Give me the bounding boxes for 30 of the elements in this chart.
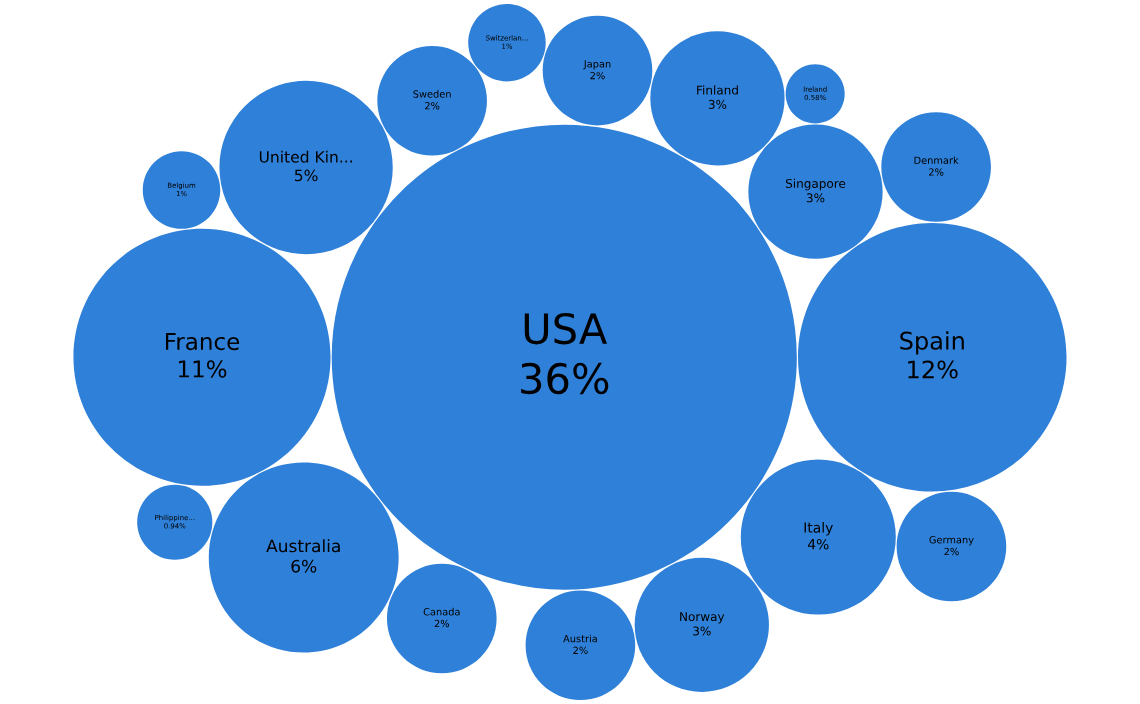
category-label: United Kin...	[259, 150, 352, 163]
category-label: Sweden	[413, 90, 451, 98]
category-label: Japan	[583, 60, 611, 70]
data-label: 5%	[294, 169, 318, 182]
data-label: 3%	[806, 193, 825, 203]
data-label: 3%	[693, 626, 711, 636]
data-label: 3%	[708, 99, 727, 109]
category-label: Canada	[423, 607, 460, 616]
data-label: 2%	[944, 547, 959, 556]
category-label: USA	[524, 312, 608, 345]
category-label: Australia	[266, 539, 340, 553]
data-label: 4%	[807, 538, 829, 550]
category-label: Germany	[929, 536, 974, 546]
category-label: Finland	[697, 85, 738, 95]
category-label: Norway	[680, 612, 725, 624]
data-label: 11%	[178, 360, 227, 378]
data-label: 6%	[291, 559, 317, 573]
category-label: Italy	[804, 522, 833, 536]
data-label: 2%	[434, 619, 450, 628]
category-label: Denmark	[914, 156, 959, 164]
category-label: Spain	[900, 331, 964, 355]
data-label: 2%	[425, 102, 440, 110]
data-label: 2%	[929, 168, 944, 176]
data-label: 12%	[908, 360, 958, 379]
category-label: Singapore	[785, 178, 846, 191]
data-label: 36%	[521, 362, 609, 395]
data-label: 2%	[573, 646, 588, 655]
data-label: 2%	[590, 71, 605, 80]
category-label: Austria	[563, 634, 597, 643]
category-label: France	[165, 333, 240, 351]
